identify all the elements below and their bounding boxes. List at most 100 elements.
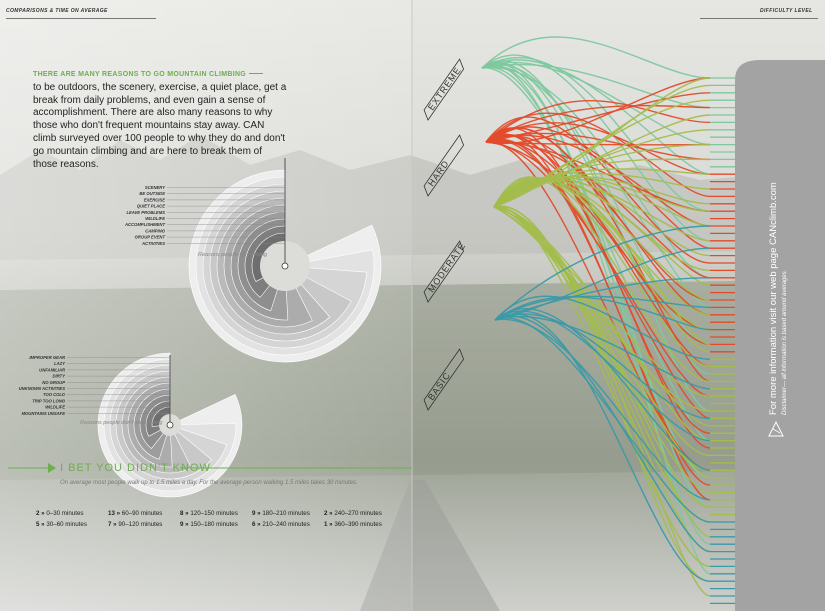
notgo-label: UNKNOWN ACTIVITIES (19, 386, 66, 391)
go-label: BE OUTSIDE (139, 191, 165, 196)
go-axis-dot (281, 262, 289, 270)
flow-curve-basic (494, 295, 711, 321)
legend-count: 1 » (324, 521, 335, 528)
legend-label: 360–390 minutes (334, 521, 382, 528)
legend-item: 6 » 210–240 minutes (252, 521, 310, 528)
flow-curve-extreme (481, 64, 711, 346)
go-label: EXERCISE (144, 197, 165, 202)
legend-item: 9 » 180–210 minutes (252, 510, 310, 517)
flow-curve-basic (494, 315, 711, 390)
flow-curve-hard (485, 141, 711, 331)
right-header-rule (700, 18, 818, 19)
notgo-label: UNFAMILIAR (39, 367, 65, 372)
flow-curve-moderate (493, 84, 711, 208)
legend-count: 6 » (252, 521, 263, 528)
left-page-header: COMPARISONS & TIME ON AVERAGE (6, 8, 108, 14)
legend-count: 2 » (36, 510, 47, 517)
left-header-rule (6, 18, 156, 19)
flow-curve-moderate (493, 176, 711, 368)
flow-curve-extreme (481, 67, 711, 442)
legend-count: 2 » (324, 510, 335, 517)
flow-curve-moderate (493, 176, 711, 212)
notgo-label: TRIP TOO LONG (32, 398, 66, 403)
flow-curve-moderate (493, 158, 711, 208)
flow-curve-moderate (493, 176, 711, 383)
flow-curve-extreme (481, 36, 711, 79)
notgo-label: MOUNTAINS UNSAFE (22, 411, 66, 416)
flow-curve-hard (485, 139, 711, 346)
banner-frame (423, 134, 465, 197)
flow-curve-basic (494, 247, 711, 321)
flow-curve-moderate (493, 206, 711, 494)
legend-count: 8 » (180, 510, 191, 517)
go-label: ACTIVITIES (141, 241, 165, 246)
flow-curve-basic (494, 277, 711, 321)
go-caption: Reasons people go climbing (198, 252, 268, 258)
go-label: CAMPING (145, 228, 166, 233)
notgo-caption: Reasons people don't go climbing (80, 420, 163, 426)
flow-curve-moderate (493, 206, 711, 412)
flow-curve-basic (494, 318, 711, 501)
legend-label: 180–210 minutes (262, 510, 310, 517)
fact-rule (8, 463, 412, 473)
difficulty-label: EXTREME (426, 65, 463, 112)
flow-curve-basic (494, 296, 711, 331)
legend-label: 120–150 minutes (190, 510, 238, 517)
fact-title: I BET YOU DIDN'T KNOW (60, 462, 211, 474)
flow-curve-extreme (481, 61, 711, 146)
flow-curve-moderate (493, 177, 711, 353)
flow-curve-moderate (493, 206, 711, 523)
flow-curve-moderate (493, 206, 711, 582)
flow-curve-moderate (493, 178, 711, 242)
notgo-label: TOO COLD (43, 392, 65, 397)
difficulty-banner: EXTREME (423, 58, 465, 121)
right-page-header: DIFFICULTY LEVEL (760, 8, 813, 14)
notgo-label: LAZY (54, 361, 66, 366)
flow-curve-moderate (493, 168, 711, 208)
legend-count: 13 » (108, 510, 122, 517)
flow-curve-basic (494, 313, 711, 420)
legend-item: 5 » 30–60 minutes (36, 521, 87, 528)
flow-curve-hard (485, 116, 711, 264)
legend-label: 240–270 minutes (334, 510, 382, 517)
notgo-label: NO GROUP (42, 380, 65, 385)
legend-count: 7 » (108, 521, 119, 528)
notgo-label: WILDLIFE (45, 405, 65, 410)
flow-curve-moderate (493, 206, 711, 442)
difficulty-label: HARD (426, 158, 451, 188)
legend-item: 13 » 60–90 minutes (108, 510, 162, 517)
legend-item: 2 » 240–270 minutes (324, 510, 382, 517)
legend-label: 0–30 minutes (46, 510, 84, 517)
flow-curve-moderate (493, 178, 711, 316)
flow-curve-extreme (481, 57, 711, 212)
flow-curve-moderate (493, 206, 711, 538)
difficulty-label: MODERATE (426, 241, 468, 295)
go-label: ACCOMPLISHMENT (124, 222, 165, 227)
flow-curve-extreme (481, 54, 711, 242)
flow-curve-moderate (493, 206, 711, 457)
intro-lead-rule (249, 72, 264, 74)
legend-count: 9 » (252, 510, 263, 517)
intro-lead: THERE ARE MANY REASONS TO GO MOUNTAIN CL… (33, 71, 247, 78)
notgo-label: IMPROPER GEAR (29, 355, 65, 360)
legend-label: 210–240 minutes (262, 521, 310, 528)
legend-item: 8 » 120–150 minutes (180, 510, 238, 517)
legend-label: 60–90 minutes (121, 510, 163, 517)
banner-frame (423, 58, 465, 121)
notgo-label: DIRTY (53, 374, 67, 379)
flow-curve-hard (485, 139, 711, 420)
legend-label: 150–180 minutes (190, 521, 238, 528)
flow-curve-hard (485, 77, 711, 145)
flow-curve-moderate (493, 77, 711, 208)
intro-body: to be outdoors, the scenery, exercise, a… (33, 81, 287, 170)
flow-curve-hard (485, 138, 711, 486)
intro-paragraph: THERE ARE MANY REASONS TO GO MOUNTAIN CL… (33, 68, 288, 171)
go-label: LEAVE PROBLEMS (126, 210, 165, 215)
flow-curve-basic (494, 317, 711, 523)
flow-curve-moderate (493, 206, 711, 471)
legend-label: 90–120 minutes (118, 521, 163, 528)
banner-frame (423, 348, 465, 411)
